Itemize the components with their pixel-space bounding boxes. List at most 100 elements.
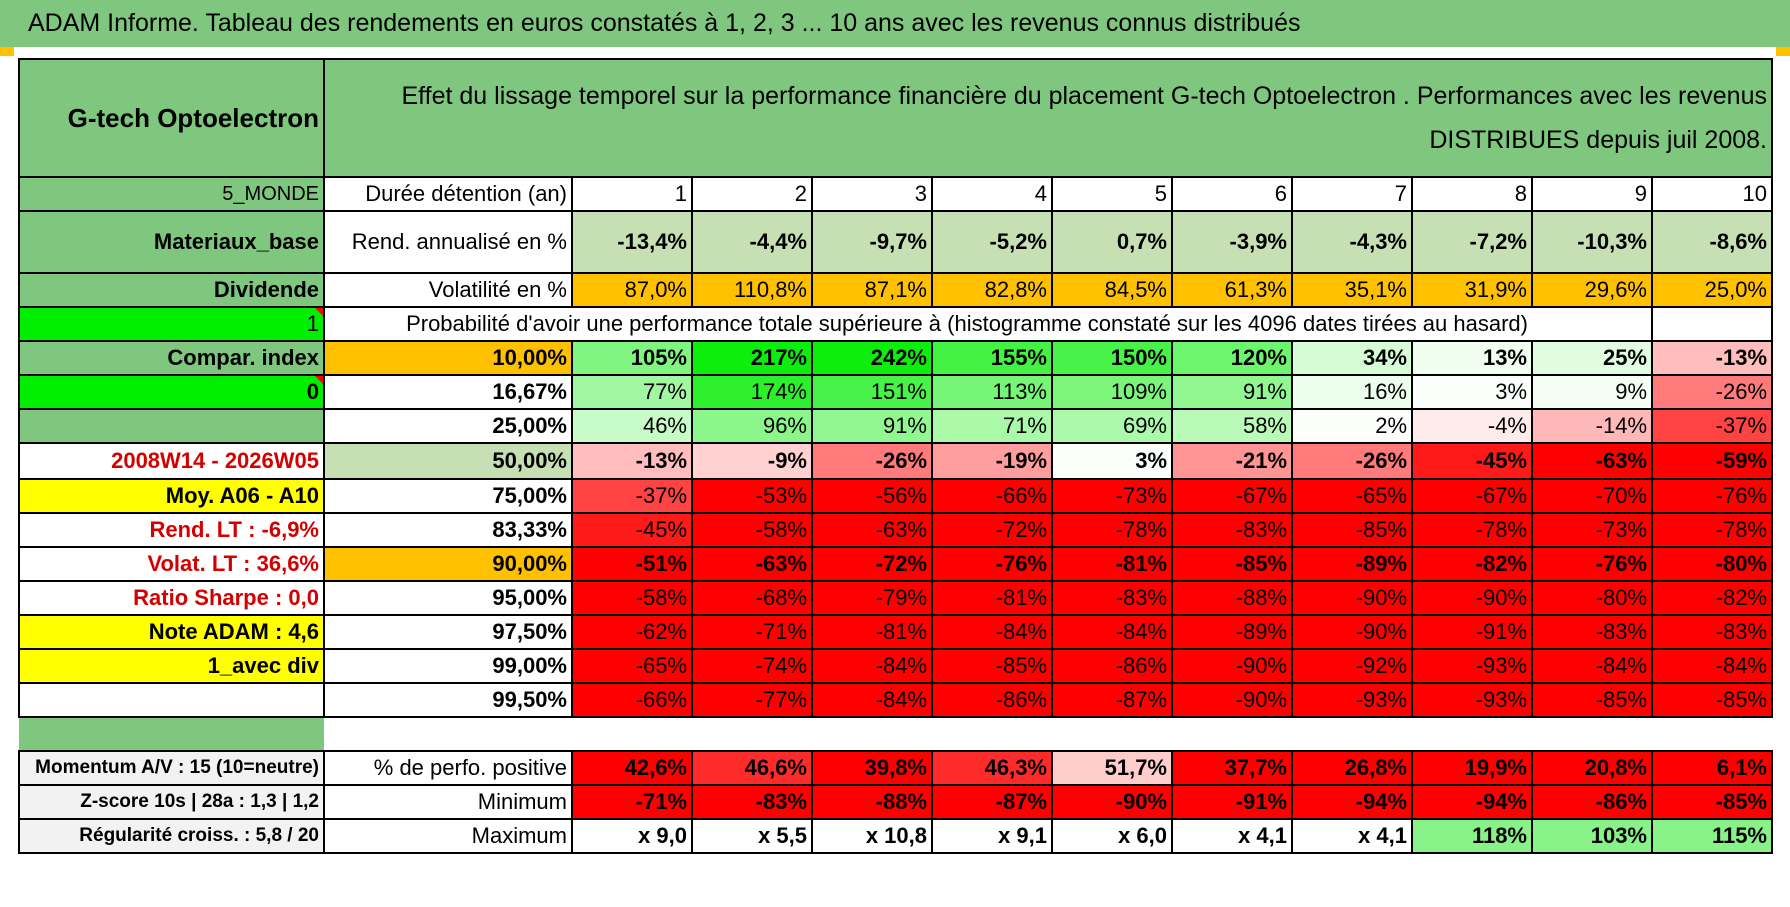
perf-pos-side-label: Momentum A/V : 15 (10=neutre) <box>18 750 325 786</box>
perf-pos-y2: 46,6% <box>691 750 813 786</box>
proba-threshold: 99,50% <box>323 682 573 718</box>
year-header-3: 3 <box>811 176 933 212</box>
performance-table: G-tech Optoelectron Effet du lissage tem… <box>18 58 1773 854</box>
proba-cell-r2-y3: 151% <box>811 374 933 410</box>
year-header-7: 7 <box>1291 176 1413 212</box>
proba-cell-r9-y2: -71% <box>691 614 813 650</box>
rend-value-1: -13,4% <box>571 210 693 274</box>
minimum-side-label: Z-score 10s | 28a : 1,3 | 1,2 <box>18 784 325 820</box>
proba-cell-r2-y2: 174% <box>691 374 813 410</box>
proba-cell-r5-y10: -76% <box>1651 478 1773 514</box>
proba-cell-r11-y8: -93% <box>1411 682 1533 718</box>
proba-cell-r10-y6: -90% <box>1171 648 1293 684</box>
proba-cell-r1-y8: 13% <box>1411 340 1533 376</box>
year-header-8: 8 <box>1411 176 1533 212</box>
perf-pos-y3: 39,8% <box>811 750 933 786</box>
maximum-y1: x 9,0 <box>571 818 693 854</box>
proba-cell-r1-y6: 120% <box>1171 340 1293 376</box>
rend-label: Rend. annualisé en % <box>323 210 573 274</box>
proba-cell-r7-y7: -89% <box>1291 546 1413 582</box>
proba-cell-r7-y1: -51% <box>571 546 693 582</box>
proba-cell-r3-y9: -14% <box>1531 408 1653 444</box>
perf-pos-y5: 51,7% <box>1051 750 1173 786</box>
proba-cell-r6-y5: -78% <box>1051 512 1173 548</box>
vol-value-7: 35,1% <box>1291 272 1413 308</box>
rend-lt-label: Rend. LT : -6,9% <box>18 512 325 548</box>
maximum-y7: x 4,1 <box>1291 818 1413 854</box>
proba-cell-r7-y2: -63% <box>691 546 813 582</box>
rend-value-4: -5,2% <box>931 210 1053 274</box>
perf-pos-y1: 42,6% <box>571 750 693 786</box>
proba-cell-r3-y10: -37% <box>1651 408 1773 444</box>
duree-label: Durée détention (an) <box>323 176 573 212</box>
proba-cell-r3-y6: 58% <box>1171 408 1293 444</box>
proba-cell-r9-y3: -81% <box>811 614 933 650</box>
proba-threshold: 25,00% <box>323 408 573 444</box>
proba-cell-r8-y10: -82% <box>1651 580 1773 616</box>
proba-cell-r3-y3: 91% <box>811 408 933 444</box>
proba-threshold: 50,00% <box>323 442 573 480</box>
proba-cell-r10-y7: -92% <box>1291 648 1413 684</box>
minimum-label: Minimum <box>323 784 573 820</box>
proba-cell-r3-y8: -4% <box>1411 408 1533 444</box>
vol-value-1: 87,0% <box>571 272 693 308</box>
flag-one: 1 <box>18 306 325 342</box>
rend-value-9: -10,3% <box>1531 210 1653 274</box>
proba-cell-r11-y1: -66% <box>571 682 693 718</box>
left-blank-2 <box>18 682 325 718</box>
proba-cell-r2-y1: 77% <box>571 374 693 410</box>
sector-label: Materiaux_base <box>18 210 325 274</box>
proba-cell-r4-y9: -63% <box>1531 442 1653 480</box>
perf-pos-label: % de perfo. positive <box>323 750 573 786</box>
year-header-9: 9 <box>1531 176 1653 212</box>
perf-pos-y9: 20,8% <box>1531 750 1653 786</box>
vol-value-9: 29,6% <box>1531 272 1653 308</box>
proba-cell-r10-y1: -65% <box>571 648 693 684</box>
year-header-1: 1 <box>571 176 693 212</box>
proba-cell-r11-y7: -93% <box>1291 682 1413 718</box>
maximum-y3: x 10,8 <box>811 818 933 854</box>
proba-cell-r7-y5: -81% <box>1051 546 1173 582</box>
proba-cell-r8-y3: -79% <box>811 580 933 616</box>
minimum-y1: -71% <box>571 784 693 820</box>
proba-cell-r1-y4: 155% <box>931 340 1053 376</box>
proba-cell-r2-y7: 16% <box>1291 374 1413 410</box>
proba-cell-r2-y8: 3% <box>1411 374 1533 410</box>
proba-cell-r6-y1: -45% <box>571 512 693 548</box>
proba-cell-r7-y10: -80% <box>1651 546 1773 582</box>
proba-cell-r6-y3: -63% <box>811 512 933 548</box>
proba-cell-r1-y7: 34% <box>1291 340 1413 376</box>
year-header-10: 10 <box>1651 176 1773 212</box>
proba-cell-r4-y3: -26% <box>811 442 933 480</box>
proba-cell-r6-y9: -73% <box>1531 512 1653 548</box>
maximum-y8: 118% <box>1411 818 1533 854</box>
proba-cell-r10-y9: -84% <box>1531 648 1653 684</box>
proba-cell-r2-y4: 113% <box>931 374 1053 410</box>
proba-cell-r5-y1: -37% <box>571 478 693 514</box>
proba-cell-r2-y9: 9% <box>1531 374 1653 410</box>
proba-cell-r4-y5: 3% <box>1051 442 1173 480</box>
proba-cell-r10-y8: -93% <box>1411 648 1533 684</box>
proba-cell-r4-y2: -9% <box>691 442 813 480</box>
proba-cell-r5-y5: -73% <box>1051 478 1173 514</box>
proba-cell-r5-y4: -66% <box>931 478 1053 514</box>
proba-cell-r9-y9: -83% <box>1531 614 1653 650</box>
vol-value-10: 25,0% <box>1651 272 1773 308</box>
proba-cell-r10-y4: -85% <box>931 648 1053 684</box>
proba-cell-r2-y10: -26% <box>1651 374 1773 410</box>
proba-cell-r8-y8: -90% <box>1411 580 1533 616</box>
minimum-y9: -86% <box>1531 784 1653 820</box>
maximum-y2: x 5,5 <box>691 818 813 854</box>
vol-value-2: 110,8% <box>691 272 813 308</box>
proba-cell-r11-y4: -86% <box>931 682 1053 718</box>
proba-cell-r1-y2: 217% <box>691 340 813 376</box>
proba-cell-r7-y9: -76% <box>1531 546 1653 582</box>
minimum-y3: -88% <box>811 784 933 820</box>
vol-value-6: 61,3% <box>1171 272 1293 308</box>
vol-value-8: 31,9% <box>1411 272 1533 308</box>
proba-cell-r4-y7: -26% <box>1291 442 1413 480</box>
volat-lt-label: Volat. LT : 36,6% <box>18 546 325 582</box>
proba-threshold: 99,00% <box>323 648 573 684</box>
proba-cell-r1-y3: 242% <box>811 340 933 376</box>
perf-pos-y4: 46,3% <box>931 750 1053 786</box>
